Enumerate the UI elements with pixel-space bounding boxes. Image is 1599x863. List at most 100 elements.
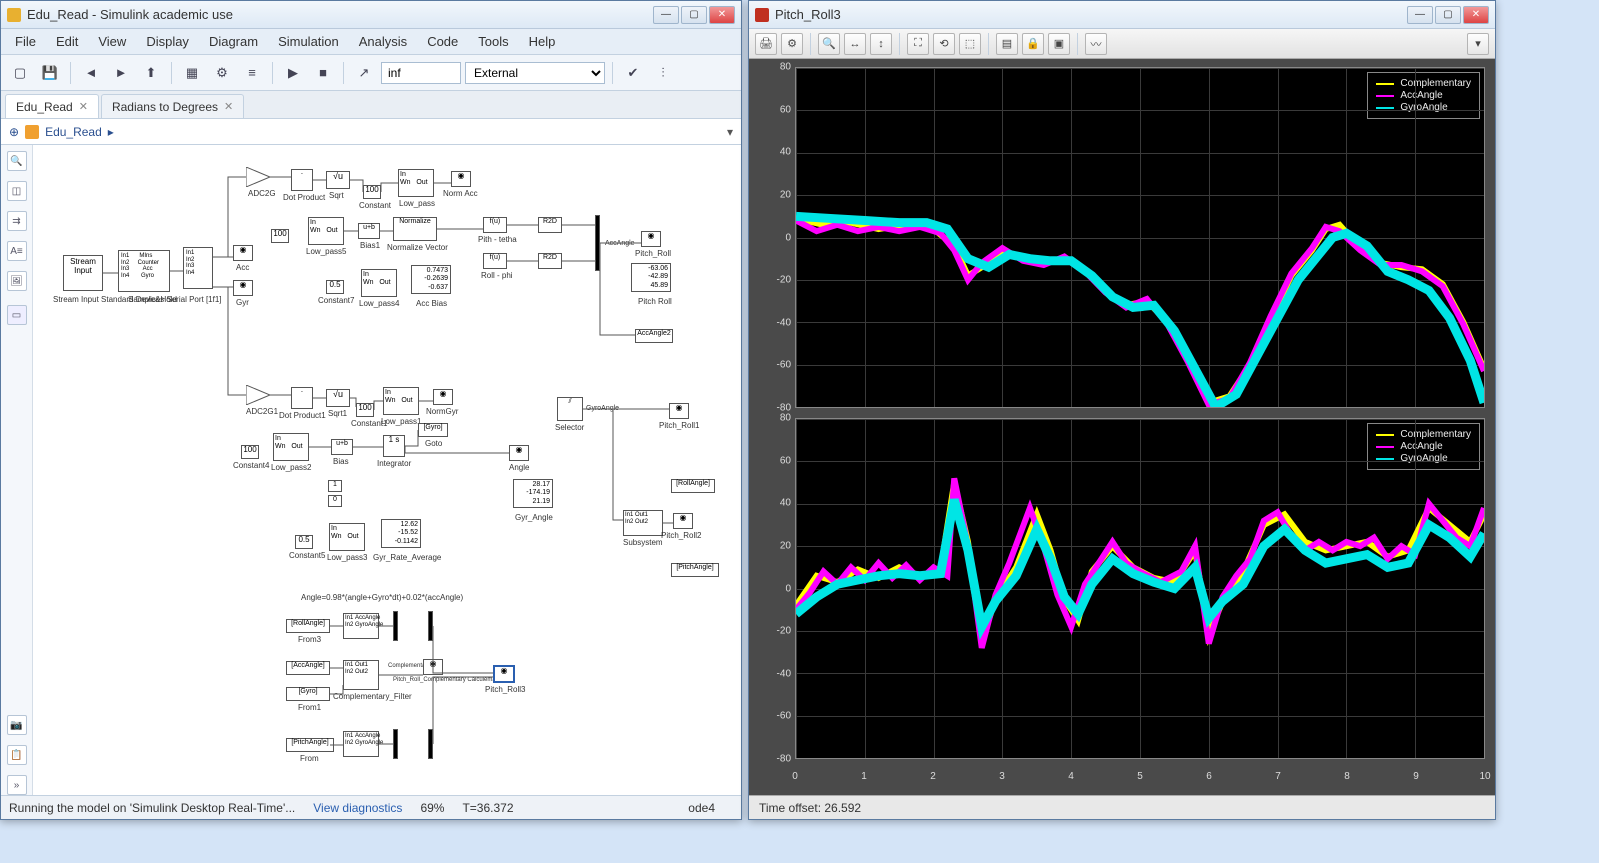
params-button[interactable]: ⚙ [781,33,803,55]
block-sample-hold[interactable]: In1 MInsIn2 CounterIn3 AccIn4 Gyro [118,250,170,292]
close-button[interactable]: ✕ [1463,6,1489,24]
close-icon[interactable]: ✕ [224,100,233,113]
block-integrator[interactable]: 1 s [383,435,405,457]
block-pitch-roll1-scope[interactable]: ◉ [669,403,689,419]
block-normgyr-scope[interactable]: ◉ [433,389,453,405]
menu-help[interactable]: Help [519,31,566,52]
back-button[interactable]: ◄ [78,60,104,86]
more-button[interactable]: ▾ [1467,33,1489,55]
from-roll-angle[interactable]: [RollAngle] [286,619,330,633]
block-bias2[interactable]: u+b [331,439,353,455]
up-button[interactable]: ⬆ [138,60,164,86]
block-comp-filter[interactable]: In1 Out1In2 Out2 [343,660,379,690]
diagram-canvas[interactable]: Stream Input Stream Input Standard Devic… [33,145,741,795]
menu-analysis[interactable]: Analysis [349,31,417,52]
menu-display[interactable]: Display [136,31,199,52]
block-selector[interactable]: ⫽ [557,397,583,421]
block-r2d2[interactable]: R2D [538,253,562,269]
block-fu1[interactable]: f(u) [483,217,507,233]
menu-diagram[interactable]: Diagram [199,31,268,52]
block-const05[interactable]: 0.5 [326,280,344,294]
maximize-button[interactable]: ▢ [1435,6,1461,24]
autoscale-button[interactable]: ⛶ [907,33,929,55]
print-button[interactable]: 🖨 [755,33,777,55]
layers-button[interactable]: ⇉ [7,211,27,231]
block-mux2[interactable] [393,611,398,641]
block-acc-scope[interactable]: ◉ [233,245,253,261]
tag-acc-angle[interactable]: AccAngle2 [635,329,673,343]
plot-area[interactable]: ComplementaryAccAngleGyroAngle [795,67,1485,408]
block-dot-product[interactable]: · [291,169,313,191]
zoom-button[interactable]: 🔍 [7,151,27,171]
expand-button[interactable]: » [7,775,27,795]
step-button[interactable]: ↗ [351,60,377,86]
from-pitch-angle[interactable]: [PitchAngle] [286,738,334,752]
block-adc2g1[interactable] [246,385,270,405]
breadcrumb-label[interactable]: Edu_Read [45,125,102,139]
block-low-pass1[interactable]: In Wn Out [383,387,419,415]
block-angle-scope[interactable]: ◉ [509,445,529,461]
area-button[interactable]: ▭ [7,305,27,325]
block-sqrt1[interactable]: √u [326,389,350,407]
minimize-button[interactable]: — [1407,6,1433,24]
report-button[interactable]: 📋 [7,745,27,765]
block-const100d[interactable]: 100 [241,445,259,459]
close-icon[interactable]: ✕ [79,100,88,113]
block-demux1[interactable]: In1In2In3In4 [183,247,213,289]
block-const100b[interactable]: 100 [271,229,289,243]
annotate-button[interactable]: A≡ [7,241,27,261]
tab-edu-read[interactable]: Edu_Read✕ [5,94,99,118]
block-pitch-roll-scope[interactable]: ◉ [641,231,661,247]
block-const100c[interactable]: 100 [356,403,374,417]
block-mux[interactable] [595,215,600,271]
sim-mode-select[interactable]: External [465,62,605,84]
restore-button[interactable]: ⟲ [933,33,955,55]
fit-button[interactable]: ◫ [7,181,27,201]
block-pitch-roll3-scope[interactable]: ◉ [493,665,515,683]
chevron-down-icon[interactable]: ▾ [727,125,733,139]
lock-button[interactable]: 🔒 [1022,33,1044,55]
library-button[interactable]: ▦ [179,60,205,86]
minimize-button[interactable]: — [653,6,679,24]
tag-pitch-angle[interactable]: [PitchAngle] [671,563,719,577]
highlight-button[interactable]: 〰 [1085,33,1107,55]
block-const1[interactable]: 1 [328,480,342,492]
block-low-pass2[interactable]: In Wn Out [273,433,309,461]
block-comp-scope[interactable]: ◉ [423,659,443,675]
config-button[interactable]: ⚙ [209,60,235,86]
block-const05b[interactable]: 0.5 [295,535,313,549]
plot-area[interactable]: ComplementaryAccAngleGyroAngle [795,418,1485,759]
block-gyr-scope[interactable]: ◉ [233,280,253,296]
from-acc-angle[interactable]: [AccAngle] [286,661,330,675]
block-sub1[interactable]: In1 AccAngleIn2 GyroAngle [343,613,379,639]
camera-button[interactable]: 📷 [7,715,27,735]
close-button[interactable]: ✕ [709,6,735,24]
zoomy-button[interactable]: ↕ [870,33,892,55]
run-button[interactable]: ▶ [280,60,306,86]
block-bias[interactable]: u+b [358,223,380,239]
from-gyro[interactable]: [Gyro] [286,687,330,701]
float-button[interactable]: ▤ [996,33,1018,55]
block-pitch-roll2-scope[interactable]: ◉ [673,513,693,529]
menu-tools[interactable]: Tools [468,31,518,52]
tag-roll-angle[interactable]: [RollAngle] [671,479,715,493]
select-button[interactable]: ▣ [1048,33,1070,55]
block-normacc-scope[interactable]: ◉ [451,171,471,187]
simulink-titlebar[interactable]: Edu_Read - Simulink academic use — ▢ ✕ [1,1,741,29]
block-fu2[interactable]: f(u) [483,253,507,269]
menu-edit[interactable]: Edit [46,31,88,52]
zoom-button[interactable]: 🔍 [818,33,840,55]
new-button[interactable]: ▢ [7,60,33,86]
block-sqrt[interactable]: √u [326,171,350,189]
image-button[interactable]: 🖼 [7,271,27,291]
signal-button[interactable]: ⬚ [959,33,981,55]
block-low-pass3[interactable]: In Wn Out [329,523,365,551]
save-button[interactable]: 💾 [37,60,63,86]
scope-titlebar[interactable]: Pitch_Roll3 — ▢ ✕ [749,1,1495,29]
maximize-button[interactable]: ▢ [681,6,707,24]
block-sub2[interactable]: In1 AccAngleIn2 GyroAngle [343,731,379,757]
block-low-pass[interactable]: In Wn Out [398,169,434,197]
block-low-pass5[interactable]: In Wn Out [308,217,344,245]
view-diagnostics-link[interactable]: View diagnostics [313,801,402,815]
explorer-button[interactable]: ≡ [239,60,265,86]
